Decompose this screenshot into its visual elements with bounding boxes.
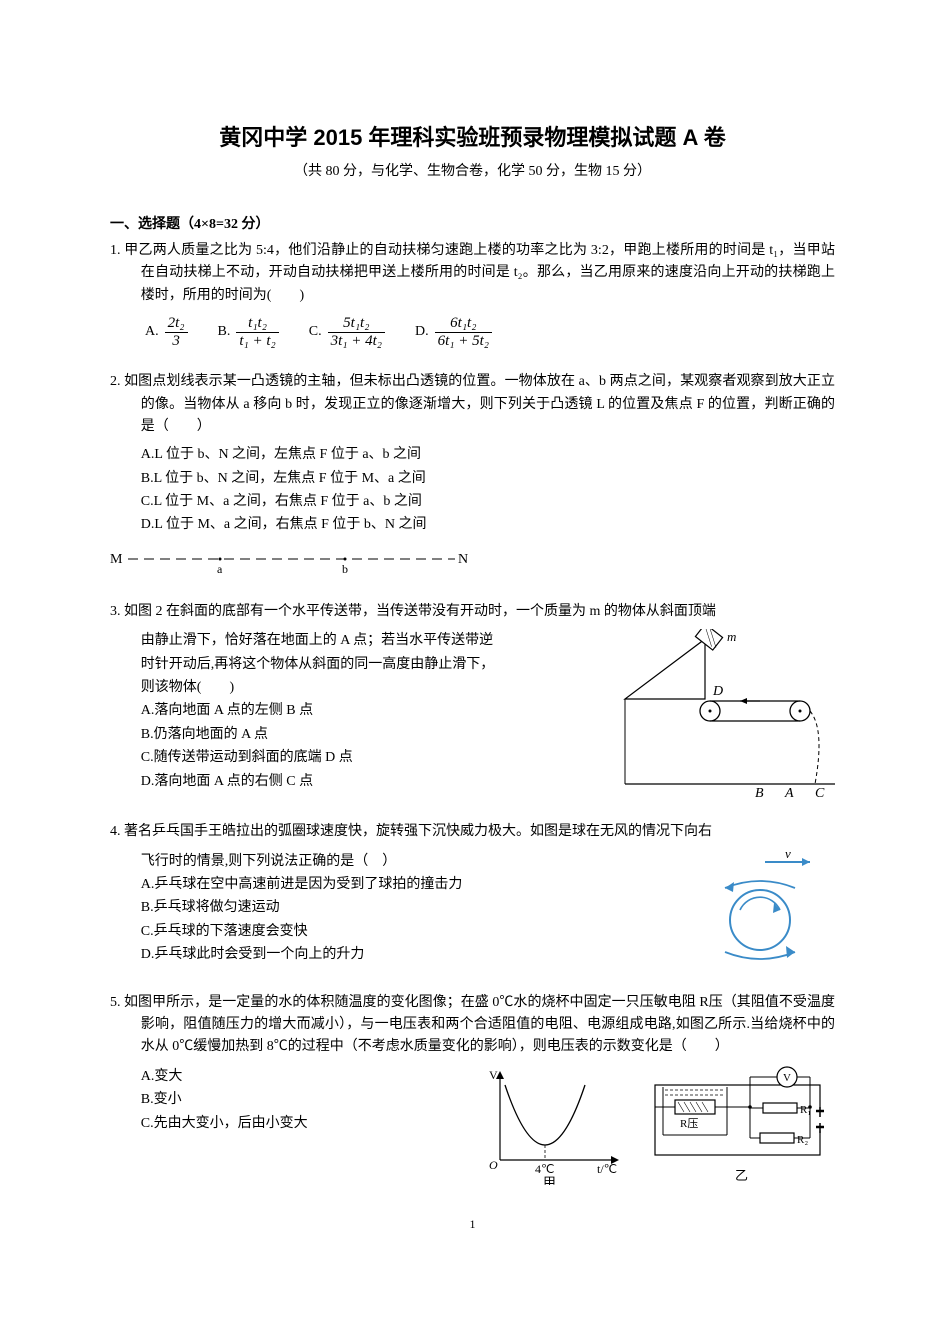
q1-optC: C. 5t₁t₂3t₁ + 4t₂ xyxy=(309,315,385,349)
q4-text: 4. 著名乒乓国手王皓拉出的弧圈球速度快，旋转强下沉快威力极大。如图是球在无风的… xyxy=(110,821,835,843)
q4-num: 4. xyxy=(110,824,121,839)
svg-text:R压: R压 xyxy=(680,1117,698,1130)
q1-options: A. 2t₂3 B. t₁t₂t₁ + t₂ C. 5t₁t₂3t₁ + 4t₂… xyxy=(110,315,835,349)
q5-circuit: V R₁ R压 xyxy=(645,1065,835,1185)
q5-chart: V t/℃ 4℃ O 甲 xyxy=(475,1065,625,1185)
q2-diagram: M a b N xyxy=(110,549,835,579)
q4-optA: A.乒乓球在空中高速前进是因为受到了球拍的撞击力 xyxy=(141,874,675,896)
svg-text:B: B xyxy=(755,786,764,799)
question-1: 1. 甲乙两人质量之比为 5:4，他们沿静止的自动扶梯匀速跑上楼的功率之比为 3… xyxy=(110,240,835,349)
question-2: 2. 如图点划线表示某一凸透镜的主轴，但未标出凸透镜的位置。一物体放在 a、b … xyxy=(110,371,835,579)
page-title: 黄冈中学 2015 年理科实验班预录物理模拟试题 A 卷 xyxy=(110,120,835,155)
circuit-diagram-icon: V R₁ R压 xyxy=(645,1065,835,1185)
volume-temp-chart-icon: V t/℃ 4℃ O 甲 xyxy=(475,1065,625,1185)
q3-line3: 时针开动后,再将这个物体从斜面的同一高度由静止滑下， xyxy=(141,654,605,676)
svg-text:M: M xyxy=(110,552,123,567)
q3-body: 如图 2 在斜面的底部有一个水平传送带，当传送带没有开动时，一个质量为 m 的物… xyxy=(124,604,716,619)
q2-text: 2. 如图点划线表示某一凸透镜的主轴，但未标出凸透镜的位置。一物体放在 a、b … xyxy=(110,371,835,438)
subtitle: （共 80 分，与化学、生物合卷，化学 50 分，生物 15 分） xyxy=(110,161,835,183)
q3-text-line1: 3. 如图 2 在斜面的底部有一个水平传送带，当传送带没有开动时，一个质量为 m… xyxy=(110,601,835,623)
svg-text:D: D xyxy=(712,684,723,699)
svg-text:m: m xyxy=(727,629,736,644)
q2-optC: C.L 位于 M、a 之间，右焦点 F 位于 a、b 之间 xyxy=(141,491,835,513)
q1-text: 1. 甲乙两人质量之比为 5:4，他们沿静止的自动扶梯匀速跑上楼的功率之比为 3… xyxy=(110,240,835,307)
q1-optD: D. 6t₁t₂6t₁ + 5t₂ xyxy=(415,315,492,349)
axis-diagram-icon: M a b N xyxy=(110,549,470,579)
spinning-ball-icon: v xyxy=(685,850,835,970)
q5-optB: B.变小 xyxy=(141,1089,465,1111)
q4-optD: D.乒乓球此时会受到一个向上的升力 xyxy=(141,944,675,966)
q4-optB: B.乒乓球将做匀速运动 xyxy=(141,897,675,919)
q4-optC: C.乒乓球的下落速度会变快 xyxy=(141,921,675,943)
q4-body: 著名乒乓国手王皓拉出的弧圈球速度快，旋转强下沉快威力极大。如图是球在无风的情况下… xyxy=(124,824,712,839)
q3-num: 3. xyxy=(110,604,121,619)
q5-body: 如图甲所示，是一定量的水的体积随温度的变化图像；在盛 0℃水的烧杯中固定一只压敏… xyxy=(124,995,835,1055)
q1-body: 甲乙两人质量之比为 5:4，他们沿静止的自动扶梯匀速跑上楼的功率之比为 3:2，… xyxy=(124,243,835,303)
q5-num: 5. xyxy=(110,995,121,1010)
q5-text: 5. 如图甲所示，是一定量的水的体积随温度的变化图像；在盛 0℃水的烧杯中固定一… xyxy=(110,992,835,1059)
question-4: 4. 著名乒乓国手王皓拉出的弧圈球速度快，旋转强下沉快威力极大。如图是球在无风的… xyxy=(110,821,835,969)
svg-text:O: O xyxy=(489,1158,498,1172)
svg-text:a: a xyxy=(217,562,223,576)
q1-optB: B. t₁t₂t₁ + t₂ xyxy=(218,315,279,349)
svg-text:V: V xyxy=(783,1072,791,1084)
q4-figure: v xyxy=(685,850,835,970)
q5-optA: A.变大 xyxy=(141,1066,465,1088)
q3-figure: m D B A C xyxy=(615,629,835,799)
svg-text:t/℃: t/℃ xyxy=(597,1162,617,1176)
svg-text:C: C xyxy=(815,786,825,799)
q2-optA: A.L 位于 b、N 之间，左焦点 F 位于 a、b 之间 xyxy=(141,444,835,466)
page-number: 1 xyxy=(110,1215,835,1234)
q3-line2: 由静止滑下，恰好落在地面上的 A 点；若当水平传送带逆 xyxy=(141,630,605,652)
svg-text:甲: 甲 xyxy=(543,1175,556,1185)
q3-optD: D.落向地面 A 点的右侧 C 点 xyxy=(141,771,605,793)
q3-optC: C.随传送带运动到斜面的底端 D 点 xyxy=(141,747,605,769)
svg-text:v: v xyxy=(785,850,791,861)
q3-optB: B.仍落向地面的 A 点 xyxy=(141,724,605,746)
q2-body: 如图点划线表示某一凸透镜的主轴，但未标出凸透镜的位置。一物体放在 a、b 两点之… xyxy=(124,374,835,434)
q5-optC: C.先由大变小，后由小变大 xyxy=(141,1113,465,1135)
q2-optD: D.L 位于 M、a 之间，右焦点 F 位于 b、N 之间 xyxy=(141,514,835,536)
q3-line4: 则该物体( ) xyxy=(141,677,605,699)
q2-optB: B.L 位于 b、N 之间，左焦点 F 位于 M、a 之间 xyxy=(141,468,835,490)
q2-num: 2. xyxy=(110,374,121,389)
svg-text:乙: 乙 xyxy=(735,1168,748,1183)
incline-conveyor-icon: m D B A C xyxy=(615,629,835,799)
q1-optA: A. 2t₂3 xyxy=(145,315,188,349)
q3-optA: A.落向地面 A 点的左侧 B 点 xyxy=(141,700,605,722)
svg-text:A: A xyxy=(784,786,794,799)
question-3: 3. 如图 2 在斜面的底部有一个水平传送带，当传送带没有开动时，一个质量为 m… xyxy=(110,601,835,799)
svg-text:V: V xyxy=(489,1068,498,1082)
section-header: 一、选择题（4×8=32 分） xyxy=(110,214,835,236)
q2-options: A.L 位于 b、N 之间，左焦点 F 位于 a、b 之间 B.L 位于 b、N… xyxy=(110,444,835,537)
q4-line2: 飞行时的情景,则下列说法正确的是（ ） xyxy=(141,851,675,873)
svg-text:N: N xyxy=(458,552,469,567)
svg-text:4℃: 4℃ xyxy=(535,1162,554,1176)
svg-text:b: b xyxy=(342,562,349,576)
svg-text:R₂: R₂ xyxy=(797,1134,808,1146)
q1-num: 1. xyxy=(110,243,121,258)
question-5: 5. 如图甲所示，是一定量的水的体积随温度的变化图像；在盛 0℃水的烧杯中固定一… xyxy=(110,992,835,1185)
